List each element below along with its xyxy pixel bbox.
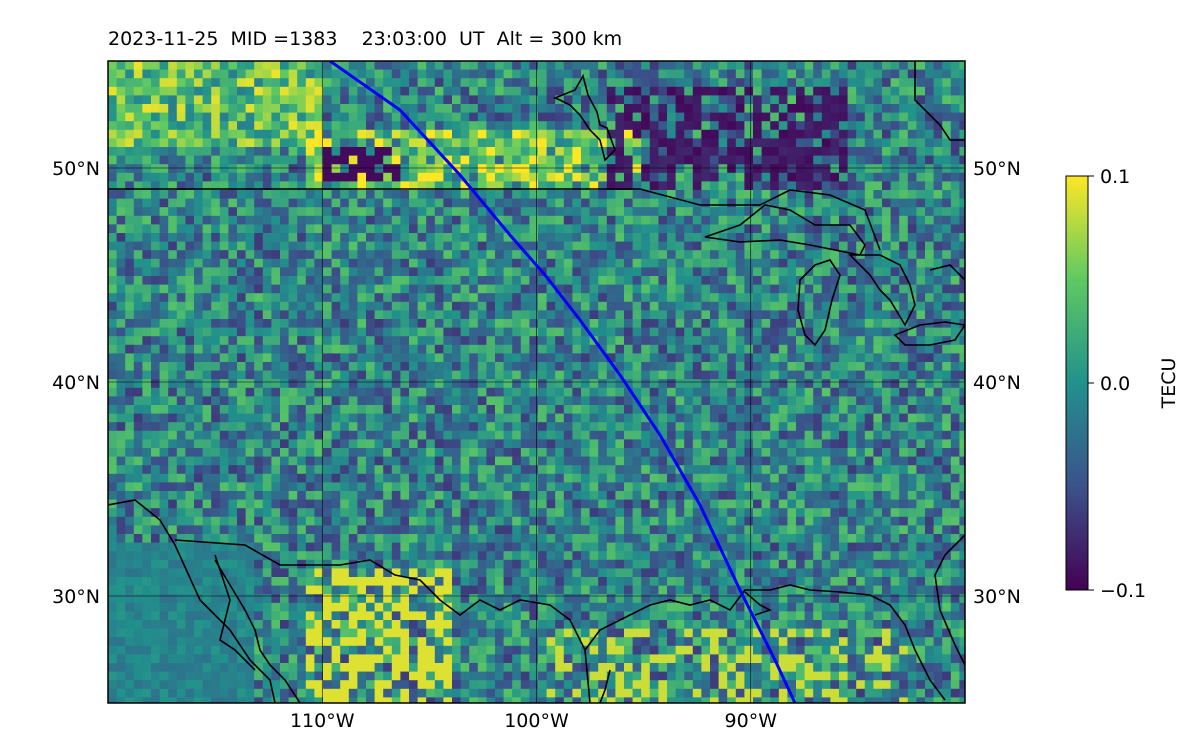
gulf-coast: [584, 584, 946, 701]
colorbar-ticks: 0.1 0.0 −0.1: [1088, 166, 1146, 602]
satellite-track: [329, 61, 797, 703]
lake-erie: [893, 321, 965, 346]
lon-tick-label: 110°W: [290, 710, 355, 732]
lake-superior: [704, 204, 866, 256]
colorbar-tick-label: 0.0: [1100, 373, 1130, 395]
axis-tick-labels: 110°W 100°W 90°W 50°N 50°N 40°N 40°N 30°N 30°N: [52, 158, 1021, 732]
tec-heatmap: [108, 61, 965, 703]
lat-tick-label-left: 30°N: [52, 586, 100, 608]
gulf-california-west: [214, 554, 256, 671]
mexico-east-coast: [599, 669, 611, 703]
lake-ontario: [929, 264, 965, 281]
colorbar: 0.1 0.0 −0.1 TECU: [1065, 166, 1180, 602]
lon-tick-label: 100°W: [504, 710, 569, 732]
map-frame: [107, 60, 966, 704]
coastlines: [108, 61, 965, 703]
colorbar-tick-label: −0.1: [1100, 580, 1146, 602]
hudson-bay-coast: [552, 73, 616, 162]
lon-tick-label: 90°W: [725, 710, 778, 732]
lat-tick-label-right: 40°N: [973, 372, 1021, 394]
coast-ne: [914, 61, 965, 141]
lake-huron: [848, 254, 916, 327]
border-us-canada: [108, 188, 881, 251]
pacific-coast: [108, 499, 276, 703]
colorbar-label: TECU: [1158, 358, 1180, 410]
graticule: [108, 61, 965, 703]
lake-michigan: [797, 259, 841, 347]
lat-tick-label-right: 30°N: [973, 586, 1021, 608]
baja-peninsula: [214, 559, 301, 703]
lat-tick-label-right: 50°N: [973, 158, 1021, 180]
plot-title: 2023-11-25 MID =1383 23:03:00 UT Alt = 3…: [108, 28, 623, 50]
lat-tick-label-left: 40°N: [52, 372, 100, 394]
colorbar-tick-label: 0.1: [1100, 166, 1130, 188]
border-us-mexico: [174, 539, 591, 703]
mississippi-delta: [744, 591, 773, 616]
lat-tick-label-left: 50°N: [52, 158, 100, 180]
colorbar-gradient: [1065, 175, 1089, 591]
atlantic-coast: [934, 534, 965, 666]
